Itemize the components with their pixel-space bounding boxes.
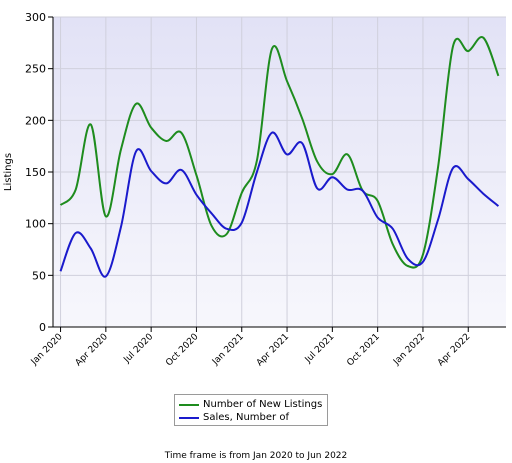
x-tick-label: Jul 2021 (303, 332, 337, 366)
line-chart: 0 50 100 150 200 250 300 Jan 2020 Apr 2020 Jul 2… (3, 11, 506, 368)
series-line-new-listings (59, 36, 500, 269)
timeframe-caption: Time frame is from Jan 2020 to Jun 2022 (164, 451, 348, 461)
y-tick-label: 100 (25, 218, 46, 231)
y-axis-ticks: 0 50 100 150 200 250 300 (25, 11, 53, 334)
y-tick-label: 150 (25, 166, 46, 179)
y-tick-label: 200 (25, 114, 46, 127)
legend-item-sales: Sales, Number of (175, 411, 327, 424)
chart-legend: Number of New Listings Sales, Number of (174, 394, 328, 426)
x-axis-ticks: Jan 2020 Apr 2020 Jul 2020 Oct 2020 Jan 2021… (29, 327, 472, 368)
x-tick-label: Apr 2022 (436, 332, 472, 368)
series-line-sales (59, 131, 500, 278)
x-tick-label: Jan 2022 (391, 332, 427, 368)
legend-label-sales: Sales, Number of (203, 412, 289, 423)
series-lines (59, 36, 500, 278)
legend-label-new-listings: Number of New Listings (203, 399, 323, 410)
x-tick-label: Apr 2020 (74, 332, 110, 368)
x-tick-label: Jan 2021 (210, 332, 246, 368)
legend-swatch-sales (179, 416, 199, 419)
legend-item-new-listings: Number of New Listings (175, 398, 327, 411)
x-tick-label: Oct 2021 (345, 332, 381, 368)
legend-swatch-new-listings (179, 403, 199, 406)
y-tick-label: 250 (25, 63, 46, 76)
x-tick-label: Apr 2021 (255, 332, 291, 368)
y-axis-label: Listings (3, 153, 14, 191)
x-tick-label: Jul 2020 (122, 332, 156, 366)
y-tick-label: 50 (32, 269, 46, 282)
x-tick-label: Jan 2020 (29, 332, 65, 368)
x-tick-label: Oct 2020 (164, 332, 200, 368)
y-tick-label: 300 (25, 11, 46, 24)
y-tick-label: 0 (39, 321, 46, 334)
